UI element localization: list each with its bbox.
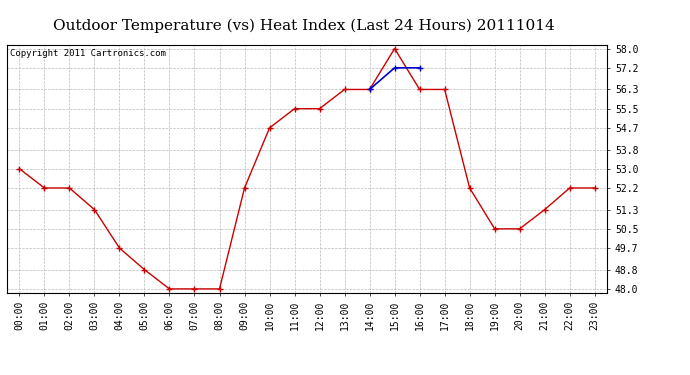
Text: Copyright 2011 Cartronics.com: Copyright 2011 Cartronics.com — [10, 49, 166, 58]
Text: Outdoor Temperature (vs) Heat Index (Last 24 Hours) 20111014: Outdoor Temperature (vs) Heat Index (Las… — [52, 19, 555, 33]
